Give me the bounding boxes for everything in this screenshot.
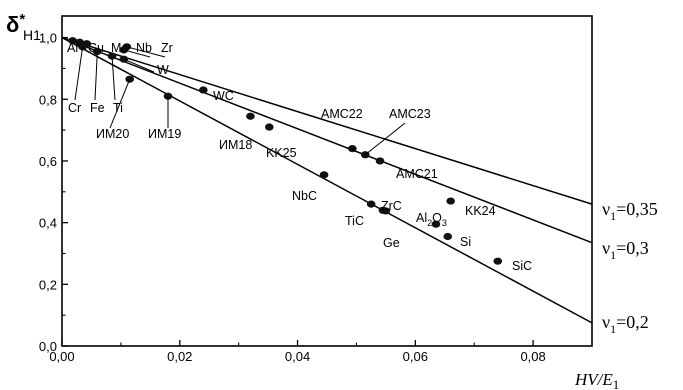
point-label: AMC21	[396, 167, 438, 181]
point-label: Nb	[136, 41, 152, 55]
data-point	[246, 112, 255, 120]
point-label: NbC	[292, 189, 317, 203]
series-line	[61, 36, 593, 324]
leader-line	[351, 148, 357, 153]
axis-ticks: 0,00 0,02 0,04 0,06 0,08 0,0 0,2 0,4 0,6 0,8 1,0	[39, 31, 546, 364]
data-point	[264, 123, 274, 131]
point-label: Fe	[90, 101, 105, 115]
leader-line	[111, 56, 116, 101]
x-axis-title-main: HV/E	[574, 370, 613, 389]
point-label: WC	[213, 89, 234, 103]
point-label: Al2O3	[416, 211, 447, 228]
point-label: ИМ19	[148, 127, 181, 141]
leader-line	[123, 58, 155, 73]
data-point	[366, 200, 376, 208]
y-tick-label: 0,0	[39, 339, 57, 354]
y-axis-title-sub: H1	[23, 27, 41, 43]
y-tick-label: 1,0	[39, 31, 57, 46]
data-points	[68, 37, 503, 265]
point-label: Zr	[161, 41, 173, 55]
x-axis-title: HV/E1	[574, 370, 619, 390]
point-label: KK24	[465, 204, 496, 218]
data-point	[381, 207, 391, 215]
point-label: Al	[67, 41, 78, 55]
point-label: Cr	[68, 101, 81, 115]
data-point	[122, 43, 132, 51]
data-point	[119, 55, 129, 63]
series-line	[61, 36, 593, 205]
series-line-label: ν1=0,3	[602, 238, 649, 262]
y-tick-label: 0,4	[39, 216, 57, 231]
point-label: ИМ20	[96, 127, 129, 141]
data-point	[493, 257, 503, 265]
data-point	[443, 232, 453, 241]
leader-line	[109, 79, 131, 129]
leader-line	[123, 49, 151, 58]
plot-frame	[61, 15, 593, 347]
data-point	[199, 86, 208, 94]
point-label: Mo	[111, 41, 128, 55]
point-label: SiC	[512, 259, 532, 273]
point-labels: AlCuMoNbZrWCrFeTiИМ20ИМ19WCИМ18KK25AMC22…	[67, 41, 532, 273]
point-label: W	[157, 63, 169, 77]
data-point	[431, 220, 441, 228]
leader-line	[126, 46, 166, 58]
x-axis-title-sub: 1	[613, 377, 620, 390]
y-tick-label: 0,2	[39, 277, 57, 292]
series-lines: ν1=0,35 ν1=0,3 ν1=0,2	[61, 36, 658, 336]
x-tick-label: 0,06	[403, 349, 428, 364]
series-line-label: ν1=0,2	[602, 312, 649, 336]
series-line-label: ν1=0,35	[602, 199, 658, 223]
y-tick-label: 0,8	[39, 92, 57, 107]
leader-line	[94, 51, 98, 101]
point-label: ZrC	[381, 199, 402, 213]
y-tick-label: 0,6	[39, 154, 57, 169]
point-label: AMC22	[321, 107, 363, 121]
data-point	[446, 197, 455, 205]
x-tick-label: 0,08	[520, 349, 545, 364]
y-axis-title: δ* H1	[6, 11, 41, 43]
point-label: Si	[460, 235, 471, 249]
point-label: ИМ18	[219, 138, 252, 152]
data-point	[68, 37, 77, 45]
y-axis-title-main: δ	[6, 12, 19, 37]
leader-line	[74, 46, 84, 101]
leader-line	[364, 122, 406, 156]
point-label: Ge	[383, 236, 400, 250]
y-axis-title-sup: *	[19, 11, 25, 28]
point-label: KK25	[266, 146, 297, 160]
x-tick-label: 0,02	[167, 349, 192, 364]
x-tick-label: 0,04	[285, 349, 310, 364]
point-label: Cu	[88, 41, 104, 55]
x-tick-label: 0,00	[49, 349, 74, 364]
series-line	[61, 36, 593, 244]
point-label: AMC23	[389, 107, 431, 121]
point-label: TiC	[345, 214, 364, 228]
data-point	[375, 157, 385, 165]
data-point	[319, 171, 329, 179]
